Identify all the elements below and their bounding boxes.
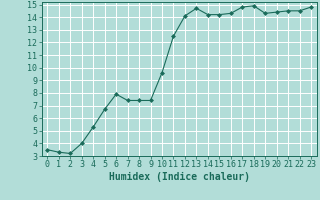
X-axis label: Humidex (Indice chaleur): Humidex (Indice chaleur) xyxy=(109,172,250,182)
